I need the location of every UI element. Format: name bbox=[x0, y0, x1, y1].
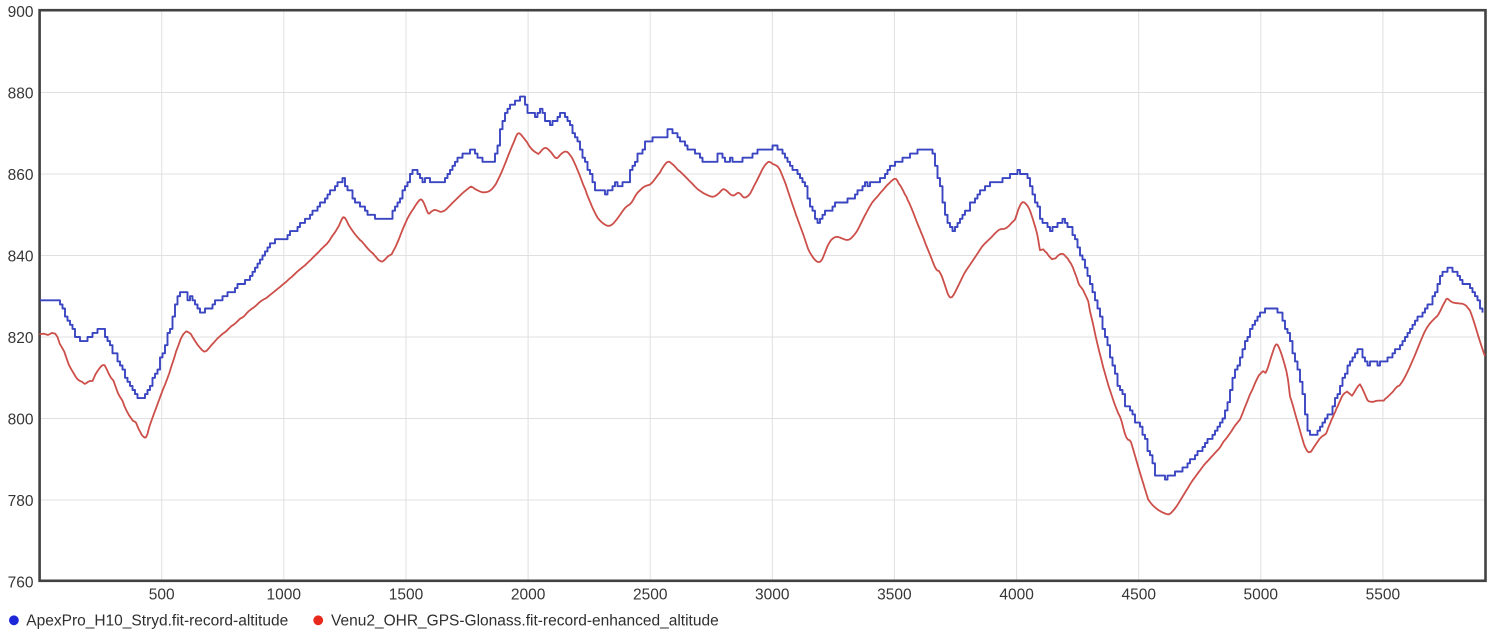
svg-text:4000: 4000 bbox=[999, 587, 1034, 604]
svg-text:760: 760 bbox=[8, 574, 34, 591]
svg-text:2000: 2000 bbox=[511, 587, 546, 604]
svg-text:5000: 5000 bbox=[1244, 587, 1279, 604]
svg-text:840: 840 bbox=[8, 248, 34, 265]
svg-text:4500: 4500 bbox=[1121, 587, 1156, 604]
svg-text:1500: 1500 bbox=[389, 587, 424, 604]
svg-text:1000: 1000 bbox=[267, 587, 302, 604]
svg-text:820: 820 bbox=[8, 330, 34, 347]
svg-text:5500: 5500 bbox=[1366, 587, 1401, 604]
svg-text:ApexPro_H10_Stryd.fit-record-a: ApexPro_H10_Stryd.fit-record-altitude bbox=[26, 613, 288, 630]
svg-text:800: 800 bbox=[8, 411, 34, 428]
svg-text:3500: 3500 bbox=[877, 587, 912, 604]
svg-text:3000: 3000 bbox=[755, 587, 790, 604]
svg-text:900: 900 bbox=[8, 4, 34, 21]
svg-text:880: 880 bbox=[8, 85, 34, 102]
svg-text:780: 780 bbox=[8, 493, 34, 510]
svg-text:Venu2_OHR_GPS-Glonass.fit-reco: Venu2_OHR_GPS-Glonass.fit-record-enhance… bbox=[331, 613, 719, 630]
svg-text:2500: 2500 bbox=[633, 587, 668, 604]
svg-text:860: 860 bbox=[8, 167, 34, 184]
svg-text:500: 500 bbox=[149, 587, 175, 604]
